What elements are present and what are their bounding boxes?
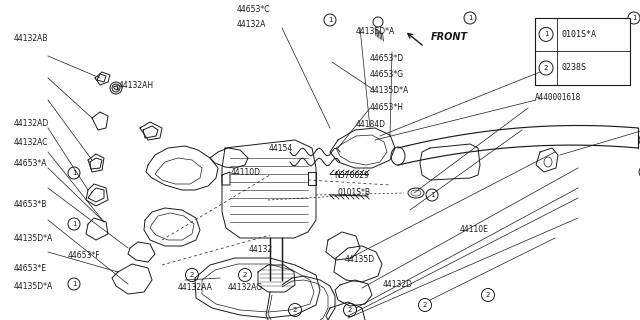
Text: 1: 1: [72, 281, 76, 287]
Text: 44132D: 44132D: [383, 280, 413, 289]
Text: 44135D*A: 44135D*A: [14, 282, 53, 291]
Text: 0101S*B: 0101S*B: [338, 188, 371, 197]
Bar: [535, 18, 630, 85]
Text: 44154: 44154: [269, 144, 293, 153]
Text: 44653*H: 44653*H: [370, 103, 404, 112]
Text: 1: 1: [328, 17, 332, 23]
Text: 44132AD: 44132AD: [14, 119, 49, 128]
Text: 44653*F: 44653*F: [67, 252, 100, 260]
Text: 1: 1: [632, 15, 636, 21]
Text: 44135D: 44135D: [344, 255, 374, 264]
Text: 2: 2: [486, 292, 490, 298]
Text: 44653*B: 44653*B: [14, 200, 47, 209]
Text: 44132AB: 44132AB: [14, 34, 49, 43]
Text: 44132AG: 44132AG: [227, 284, 262, 292]
Text: 2: 2: [544, 65, 548, 71]
Text: 44132AC: 44132AC: [14, 138, 49, 147]
Text: 44653*D: 44653*D: [370, 54, 404, 63]
Text: 2: 2: [348, 307, 352, 313]
Text: 0101S*A: 0101S*A: [561, 30, 596, 39]
Text: 44132A: 44132A: [237, 20, 266, 29]
Text: 44135D*A: 44135D*A: [14, 234, 53, 243]
Text: N370029: N370029: [334, 171, 369, 180]
Text: 1: 1: [544, 31, 548, 37]
Text: 44653*G: 44653*G: [370, 70, 404, 79]
Text: 44132: 44132: [248, 245, 273, 254]
Text: 44653*A: 44653*A: [14, 159, 47, 168]
Text: 1: 1: [468, 15, 472, 21]
Text: 2: 2: [423, 302, 427, 308]
Text: 44135D*A: 44135D*A: [370, 86, 409, 95]
Text: 44132AH: 44132AH: [118, 81, 154, 90]
Text: 0238S: 0238S: [561, 63, 586, 73]
Text: FRONT: FRONT: [431, 32, 468, 42]
Text: 1: 1: [72, 170, 76, 176]
Text: 44653*E: 44653*E: [14, 264, 47, 273]
Text: 44135D*A: 44135D*A: [355, 27, 394, 36]
Text: 2: 2: [243, 272, 247, 278]
Text: 1: 1: [114, 85, 118, 91]
Text: 1: 1: [429, 192, 435, 198]
Text: 2: 2: [293, 307, 297, 313]
Text: 44110E: 44110E: [460, 225, 488, 234]
Text: 1: 1: [72, 221, 76, 227]
Text: 2: 2: [190, 272, 194, 278]
Text: 44110D: 44110D: [230, 168, 260, 177]
Text: 44132AA: 44132AA: [178, 284, 212, 292]
Text: 44653*C: 44653*C: [237, 5, 270, 14]
Text: A440001618: A440001618: [535, 93, 581, 102]
Text: 44184D: 44184D: [355, 120, 385, 129]
